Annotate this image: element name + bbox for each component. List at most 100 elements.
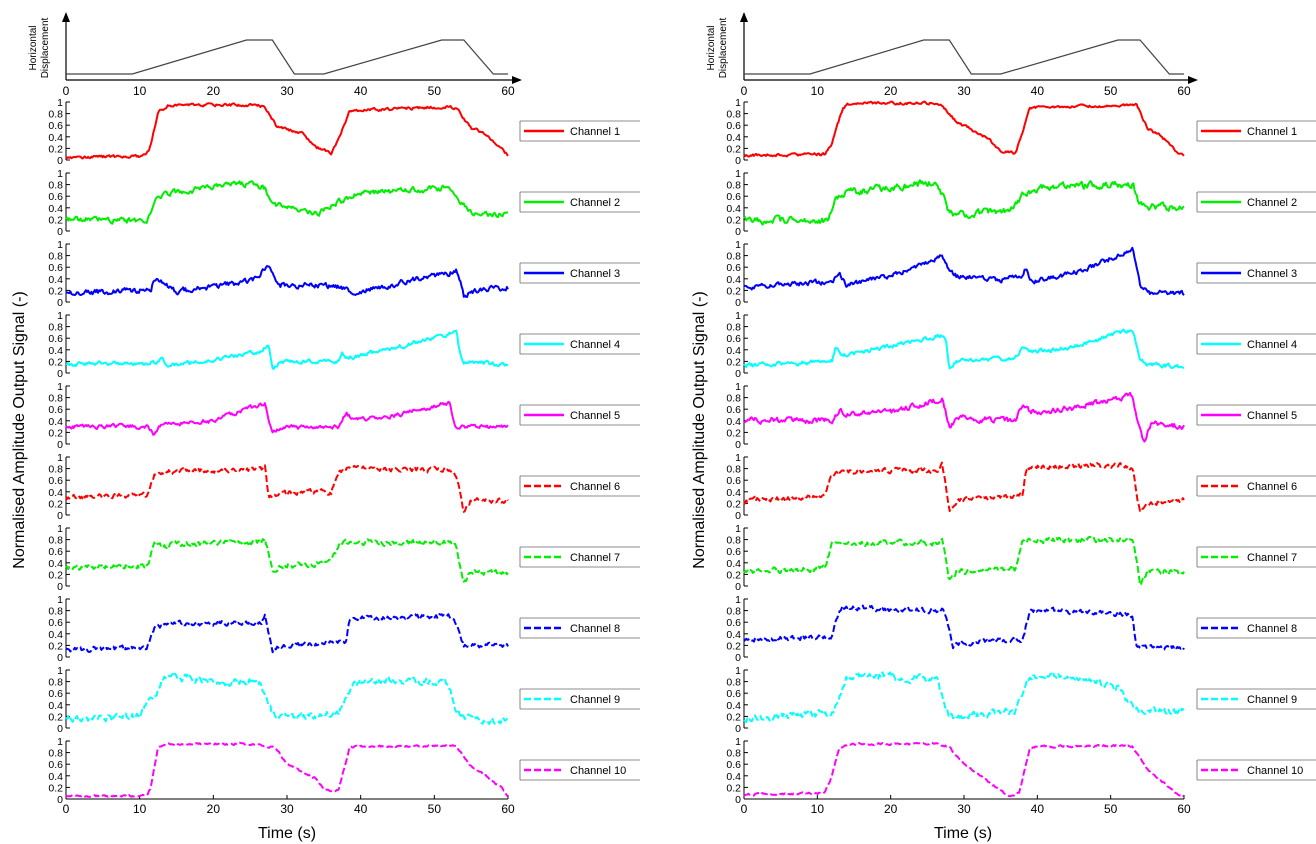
- y-tick-label: 0.4: [726, 771, 741, 783]
- y-tick-label: 1: [57, 310, 63, 322]
- y-tick-label: 0.2: [48, 427, 63, 439]
- y-tick-label: 0.6: [726, 546, 741, 558]
- y-tick-label: 0.4: [48, 629, 63, 641]
- y-tick-label: 0.8: [48, 535, 63, 547]
- y-tick-label: 0.8: [48, 464, 63, 476]
- y-tick-label: 0.2: [48, 143, 63, 155]
- legend-label: Channel 8: [570, 623, 620, 635]
- y-tick-label: 0: [735, 723, 741, 735]
- y-tick-label: 0.8: [48, 251, 63, 263]
- y-tick-label: 0.2: [48, 569, 63, 581]
- legend-label: Channel 9: [570, 694, 620, 706]
- y-tick-label: 0.6: [48, 759, 63, 771]
- y-tick-label: 0.8: [48, 677, 63, 689]
- channel-trace: [65, 180, 509, 225]
- channel-trace: [743, 246, 1185, 296]
- legend-label: Channel 9: [1247, 694, 1297, 706]
- x-tick-label: 10: [811, 802, 825, 816]
- y-tick-label: 0.2: [726, 569, 741, 581]
- y-tick-label: 0.2: [48, 356, 63, 368]
- y-tick-label: 1: [57, 381, 63, 393]
- y-tick-label: 1: [735, 523, 741, 535]
- y-tick-label: 0.8: [48, 748, 63, 760]
- displacement-profile: [744, 39, 1184, 75]
- y-tick-label: 0.4: [726, 203, 741, 215]
- legend-label: Channel 4: [1247, 339, 1297, 351]
- legend-label: Channel 7: [1247, 552, 1297, 564]
- y-tick-label: 1: [57, 523, 63, 535]
- x-tick-label: 0: [63, 802, 70, 816]
- disp-x-tick-label: 20: [884, 84, 898, 98]
- channel-trace: [743, 604, 1185, 651]
- legend-label: Channel 5: [570, 410, 620, 422]
- disp-x-tick-label: 0: [741, 84, 748, 98]
- legend-label: Channel 3: [570, 268, 620, 280]
- y-tick-label: 0.2: [726, 640, 741, 652]
- legend-label: Channel 5: [1247, 410, 1297, 422]
- y-tick-label: 0.2: [726, 782, 741, 794]
- y-tick-label: 0.4: [726, 629, 741, 641]
- y-tick-label: 0.8: [726, 606, 741, 618]
- x-tick-label: 60: [501, 802, 515, 816]
- y-tick-label: 0.2: [48, 498, 63, 510]
- disp-x-tick-label: 20: [207, 84, 221, 98]
- y-tick-label: 0.8: [48, 606, 63, 618]
- x-axis-title-left: Time (s): [258, 825, 316, 842]
- y-tick-label: 0.2: [726, 498, 741, 510]
- x-tick-label: 40: [354, 802, 368, 816]
- channel-trace: [743, 391, 1185, 443]
- y-tick-label: 0: [57, 510, 63, 522]
- y-tick-label: 1: [735, 665, 741, 677]
- disp-ylabel-line2: Displacement: [40, 17, 51, 78]
- y-tick-label: 0: [735, 581, 741, 593]
- y-tick-label: 0.2: [726, 711, 741, 723]
- channel-trace: [65, 741, 509, 798]
- y-tick-label: 0.4: [48, 203, 63, 215]
- y-tick-label: 0.8: [726, 180, 741, 192]
- disp-x-tick-label: 10: [811, 84, 825, 98]
- y-tick-label: 0: [735, 155, 741, 167]
- y-tick-label: 0.4: [48, 771, 63, 783]
- disp-ylabel-line2: Displacement: [718, 17, 729, 78]
- legend-label: Channel 8: [1247, 623, 1297, 635]
- y-tick-label: 0: [57, 297, 63, 309]
- y-tick-label: 0.6: [726, 191, 741, 203]
- legend-label: Channel 2: [570, 197, 620, 209]
- y-tick-label: 0: [735, 226, 741, 238]
- legend-label: Channel 4: [570, 339, 620, 351]
- channel-trace: [65, 464, 509, 513]
- y-tick-label: 0.2: [48, 285, 63, 297]
- y-tick-label: 0.2: [48, 782, 63, 794]
- y-tick-label: 0.4: [48, 487, 63, 499]
- y-tick-label: 1: [735, 736, 741, 748]
- disp-x-tick-label: 30: [957, 84, 971, 98]
- channel-trace: [743, 100, 1185, 158]
- x-tick-label: 20: [207, 802, 221, 816]
- y-tick-label: 0.8: [726, 677, 741, 689]
- legend-label: Channel 10: [1247, 765, 1303, 777]
- y-tick-label: 0.8: [726, 464, 741, 476]
- y-tick-label: 0.6: [726, 759, 741, 771]
- y-axis-title-right: Normalised Amplitude Output Signal (-): [691, 291, 708, 568]
- x-tick-label: 10: [133, 802, 147, 816]
- channel-trace: [65, 400, 509, 436]
- legend-label: Channel 1: [570, 126, 620, 138]
- disp-x-tick-label: 10: [133, 84, 147, 98]
- y-tick-label: 0.6: [48, 262, 63, 274]
- y-tick-label: 0: [735, 368, 741, 380]
- legend-label: Channel 10: [570, 765, 626, 777]
- y-tick-label: 1: [735, 239, 741, 251]
- y-tick-label: 0.8: [726, 393, 741, 405]
- y-tick-label: 0.8: [726, 535, 741, 547]
- x-tick-label: 30: [280, 802, 294, 816]
- y-tick-label: 0.6: [726, 333, 741, 345]
- y-tick-label: 0: [735, 794, 741, 806]
- y-tick-label: 0.4: [726, 416, 741, 428]
- legend-label: Channel 6: [570, 481, 620, 493]
- disp-x-tick-label: 50: [1104, 84, 1118, 98]
- disp-x-arrow: [512, 76, 522, 84]
- channel-trace: [65, 672, 509, 725]
- y-tick-label: 0: [57, 155, 63, 167]
- channel-trace: [65, 612, 509, 654]
- y-tick-label: 0: [57, 723, 63, 735]
